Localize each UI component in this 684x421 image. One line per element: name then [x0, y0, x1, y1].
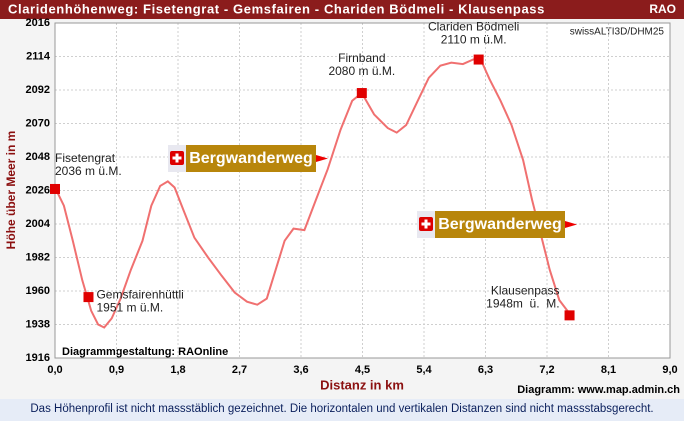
point-name: Klausenpass [491, 284, 560, 298]
x-tick-label: 0,9 [109, 364, 124, 376]
y-tick-label: 2092 [26, 84, 50, 96]
y-tick-label: 2114 [26, 50, 51, 62]
sign-arrow [565, 221, 577, 228]
point-elevation: 1951 m ü.M. [96, 300, 163, 314]
sign-board [186, 145, 316, 172]
y-tick-label: 1938 [26, 318, 50, 330]
point-name: Fisetengrat [55, 151, 116, 165]
y-axis-label: Höhe über Meer in m [4, 131, 18, 250]
credit: Diagrammgestaltung: RAOnline [62, 346, 228, 358]
point-name: Clariden Bödmeli [428, 20, 519, 34]
x-tick-label: 0,0 [47, 364, 62, 376]
x-tick-label: 4,5 [355, 364, 370, 376]
y-tick-label: 2004 [26, 218, 51, 230]
x-tick-label: 8,1 [601, 364, 616, 376]
footnote: Das Höhenprofil ist nicht massstäblich g… [30, 403, 653, 415]
sign-arrow [316, 155, 328, 162]
sign-label: Bergwanderweg [438, 216, 562, 233]
y-tick-label: 2048 [26, 151, 50, 163]
point-marker [564, 310, 575, 321]
x-axis-label: Distanz in km [320, 377, 404, 392]
point-elevation: 2080 m ü.M. [328, 64, 395, 78]
chart-title: Claridenhöhenweg: Fisetengrat - Gemsfair… [8, 1, 545, 16]
y-tick-label: 2016 [26, 17, 50, 29]
point-marker [356, 88, 367, 99]
sign-board [435, 211, 565, 238]
x-tick-label: 6,3 [478, 364, 493, 376]
point-elevation: 1948m ü. M. [486, 297, 559, 311]
point-name: Firnband [338, 51, 385, 65]
point-name: Gemsfairenhüttli [96, 287, 183, 301]
point-elevation: 2110 m ü.M. [441, 33, 507, 47]
x-tick-label: 1,8 [170, 364, 185, 376]
x-tick-label: 2,7 [232, 364, 247, 376]
sign-label: Bergwanderweg [189, 150, 313, 167]
source: swissALTI3D/DHM25 [570, 27, 665, 38]
profile-line [54, 58, 572, 329]
x-tick-label: 5,4 [416, 364, 432, 376]
point-marker [50, 183, 60, 194]
diagram-source: Diagramm: www.map.admin.ch [517, 384, 680, 396]
point-marker [473, 54, 484, 65]
y-tick-label: 2070 [26, 117, 50, 129]
badge: RAO [649, 2, 676, 16]
sign: Bergwanderweg [417, 211, 577, 238]
point-elevation: 2036 m ü.M. [55, 164, 122, 178]
sign: Bergwanderweg [168, 145, 328, 172]
cross-h [421, 222, 431, 226]
y-tick-label: 2026 [26, 184, 50, 196]
x-tick-label: 7,2 [539, 364, 554, 376]
footer-bar [0, 399, 684, 421]
y-tick-label: 1982 [26, 251, 50, 263]
x-tick-label: 3,6 [293, 364, 308, 376]
y-tick-label: 1960 [26, 285, 50, 297]
point-marker [83, 292, 94, 303]
cross-h [172, 156, 182, 160]
title-bar [0, 0, 684, 19]
y-tick-label: 1916 [26, 352, 50, 364]
x-tick-label: 9,0 [662, 364, 677, 376]
